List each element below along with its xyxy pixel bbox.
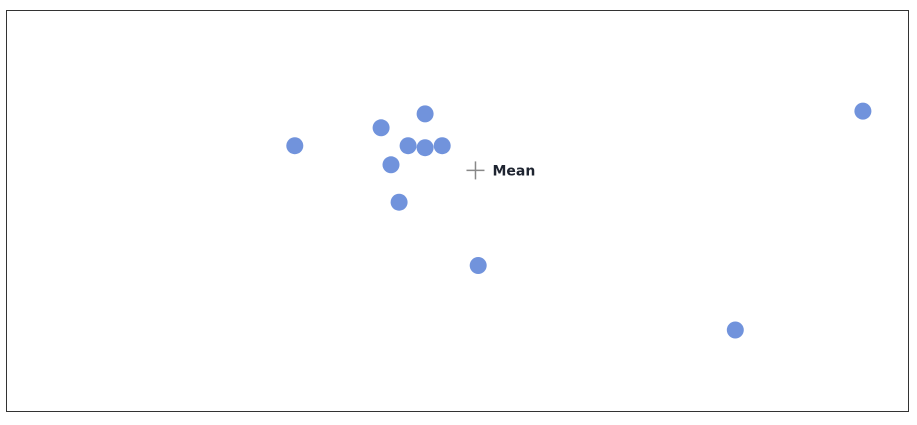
data-point-2 (372, 119, 390, 137)
data-point-4 (399, 137, 417, 155)
mean-label: Mean (492, 163, 535, 179)
data-point-5 (416, 139, 434, 157)
data-point-9 (469, 257, 487, 274)
points-layer (286, 102, 872, 339)
data-point-10 (726, 321, 744, 339)
plot-area (6, 10, 909, 412)
data-point-8 (390, 193, 408, 211)
data-point-1 (286, 137, 304, 155)
data-point-7 (382, 156, 400, 174)
data-point-11 (854, 102, 872, 120)
mean-marker-group: Mean (466, 161, 535, 180)
data-point-6 (433, 137, 451, 155)
data-point-3 (416, 105, 434, 123)
